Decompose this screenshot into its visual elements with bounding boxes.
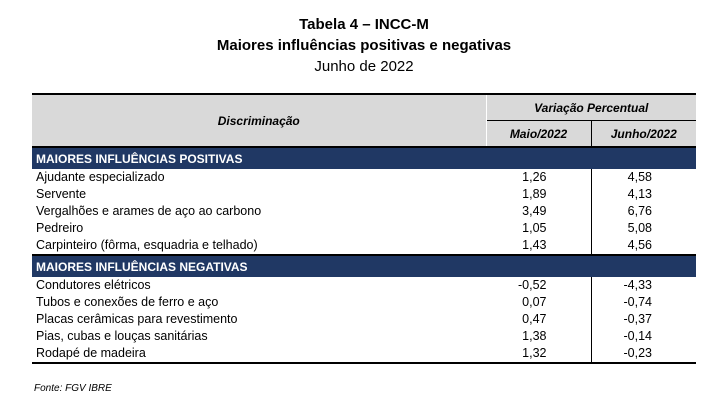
row-name: Placas cerâmicas para revestimento [36, 312, 238, 326]
row-junho: -0,23 [591, 345, 696, 364]
row-name: Ajudante especializado [36, 170, 165, 184]
incc-table: Discriminação Variação Percentual Maio/2… [32, 93, 696, 364]
row-name: Vergalhões e arames de aço ao carbono [36, 204, 262, 218]
table-row: Rodapé de madeira 1,32 -0,23 [32, 345, 696, 364]
row-junho: -0,74 [623, 295, 653, 309]
table-row: Tubos e conexões de ferro e aço 0,07 -0,… [32, 294, 696, 311]
table-row: Pedreiro 1,05 5,08 [32, 220, 696, 237]
table-row: Carpinteiro (fôrma, esquadria e telhado)… [32, 237, 696, 255]
row-maio: -0,52 [486, 277, 592, 294]
row-junho: -0,14 [623, 329, 653, 343]
table-row: Condutores elétricos -0,52 -4,33 [32, 277, 696, 294]
row-junho: 4,13 [627, 187, 652, 201]
table-row: Pias, cubas e louças sanitárias 1,38 -0,… [32, 328, 696, 345]
row-maio: 1,43 [486, 237, 592, 255]
row-maio: 1,26 [486, 169, 592, 186]
table-row: Servente 1,89 4,13 [32, 186, 696, 203]
header-junho: Junho/2022 [591, 120, 696, 147]
source-note: Fonte: FGV IBRE [34, 383, 112, 394]
header-variacao: Variação Percentual [486, 93, 696, 121]
row-maio: 0,47 [486, 311, 592, 328]
table-period: Junho de 2022 [314, 58, 414, 75]
section-label: MAIORES INFLUÊNCIAS POSITIVAS [32, 146, 696, 169]
row-name: Carpinteiro (fôrma, esquadria e telhado) [36, 238, 258, 252]
row-junho: 5,08 [627, 221, 652, 235]
table-row: Vergalhões e arames de aço ao carbono 3,… [32, 203, 696, 220]
section-label: MAIORES INFLUÊNCIAS NEGATIVAS [32, 254, 696, 277]
row-name: Pias, cubas e louças sanitárias [36, 329, 208, 343]
row-maio: 1,32 [486, 345, 592, 364]
incc-table-container: Discriminação Variação Percentual Maio/2… [32, 93, 696, 364]
row-name: Rodapé de madeira [32, 345, 486, 364]
row-name: Pedreiro [36, 221, 84, 235]
row-name: Tubos e conexões de ferro e aço [36, 295, 219, 309]
row-maio: 3,49 [486, 203, 592, 220]
row-junho: -0,37 [623, 312, 653, 326]
row-junho: 4,56 [627, 238, 652, 252]
table-subtitle: Maiores influências positivas e negativa… [216, 37, 512, 54]
table-row: Ajudante especializado 1,26 4,58 [32, 169, 696, 186]
table-title-block: Tabela 4 – INCC-M Maiores influências po… [0, 14, 728, 77]
header-maio: Maio/2022 [486, 120, 592, 147]
header-row-top: Discriminação Variação Percentual [32, 93, 696, 147]
header-discriminacao: Discriminação [32, 93, 487, 147]
section-positivas: MAIORES INFLUÊNCIAS POSITIVAS [32, 146, 696, 169]
row-junho: 4,58 [627, 170, 652, 184]
row-maio: 1,05 [486, 220, 592, 237]
row-name: Servente [36, 187, 87, 201]
row-maio: 1,89 [486, 186, 592, 203]
header-row-bottom: Maio/2022 Junho/2022 [32, 120, 696, 147]
row-name: Condutores elétricos [36, 278, 151, 292]
section-negativas: MAIORES INFLUÊNCIAS NEGATIVAS [32, 254, 696, 277]
row-maio: 0,07 [486, 294, 592, 311]
table-row: Placas cerâmicas para revestimento 0,47 … [32, 311, 696, 328]
row-junho: -4,33 [623, 278, 653, 292]
row-maio: 1,38 [486, 328, 592, 345]
table-title: Tabela 4 – INCC-M [299, 16, 429, 33]
row-junho: 6,76 [627, 204, 652, 218]
